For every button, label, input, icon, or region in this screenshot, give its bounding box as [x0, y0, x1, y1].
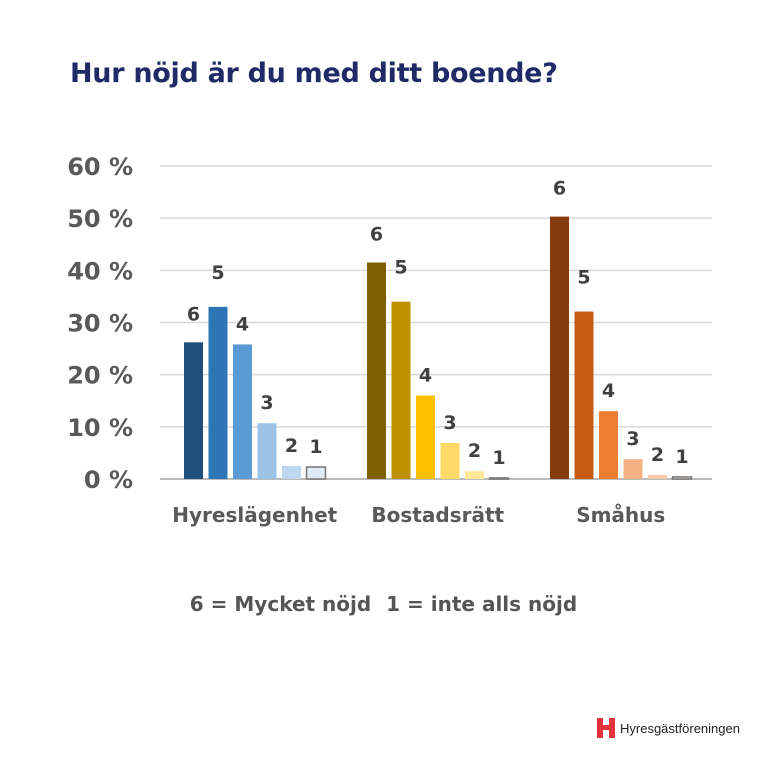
bar-label: 1: [309, 436, 322, 458]
bar-label: 4: [602, 380, 615, 402]
bar-label: 4: [419, 365, 432, 387]
bar-hyreslägenhet-4: [233, 344, 252, 479]
bar-label: 4: [236, 313, 249, 335]
bar-småhus-5: [574, 311, 594, 479]
bar-hyreslägenhet-6: [184, 342, 203, 479]
x-category-label: Hyreslägenhet: [172, 503, 337, 527]
bar-hyreslägenhet-5: [208, 306, 228, 479]
x-category-label: Bostadsrätt: [371, 503, 504, 527]
bar-label: 2: [285, 435, 298, 457]
bar-bostadsrätt-1: [488, 477, 510, 480]
bar-label: 1: [675, 446, 688, 468]
bar-bostadsrätt-2: [465, 471, 484, 479]
bar-label: 3: [260, 392, 273, 414]
y-tick-label: 20 %: [67, 362, 133, 390]
bar-hyreslägenhet-2: [282, 465, 301, 479]
bar-småhus-2: [648, 474, 667, 479]
scale-note: 6 = Mycket nöjd 1 = inte alls nöjd: [0, 592, 767, 616]
bar-label: 1: [492, 447, 505, 469]
chart-title: Hur nöjd är du med ditt boende?: [70, 58, 558, 89]
bar-hyreslägenhet-1: [305, 466, 327, 480]
bar-label: 6: [370, 224, 383, 246]
logo-text: Hyresgästföreningen: [620, 720, 740, 736]
bar-label: 5: [211, 262, 224, 284]
bar-label: 6: [187, 303, 200, 325]
bar-label: 3: [443, 412, 456, 434]
y-tick-label: 30 %: [67, 310, 133, 338]
y-tick-label: 40 %: [67, 257, 133, 285]
bar-bostadsrätt-5: [391, 301, 411, 479]
scale-note-low: 1 = inte alls nöjd: [386, 592, 578, 616]
x-category-label: Småhus: [576, 503, 665, 527]
bar-label: 5: [577, 267, 590, 289]
scale-note-high: 6 = Mycket nöjd: [189, 592, 372, 616]
bar-bostadsrätt-4: [416, 395, 435, 479]
bar-småhus-6: [550, 216, 569, 479]
bar-label: 2: [651, 444, 664, 466]
y-tick-label: 0 %: [84, 466, 133, 494]
logo: Hyresgästföreningen: [597, 718, 740, 738]
bar-småhus-4: [599, 411, 618, 479]
bar-småhus-1: [671, 476, 693, 480]
y-tick-label: 10 %: [67, 414, 133, 442]
bar-label: 2: [468, 440, 481, 462]
bar-label: 6: [553, 178, 566, 200]
bar-hyreslägenhet-3: [257, 423, 277, 479]
bar-småhus-3: [623, 459, 643, 479]
bar-label: 5: [394, 257, 407, 279]
y-tick-label: 50 %: [67, 205, 133, 233]
bar-label: 3: [626, 428, 639, 450]
bar-bostadsrätt-3: [440, 443, 460, 479]
bar-bostadsrätt-6: [367, 262, 386, 479]
logo-h-icon: [597, 718, 615, 738]
y-tick-label: 60 %: [67, 153, 133, 181]
